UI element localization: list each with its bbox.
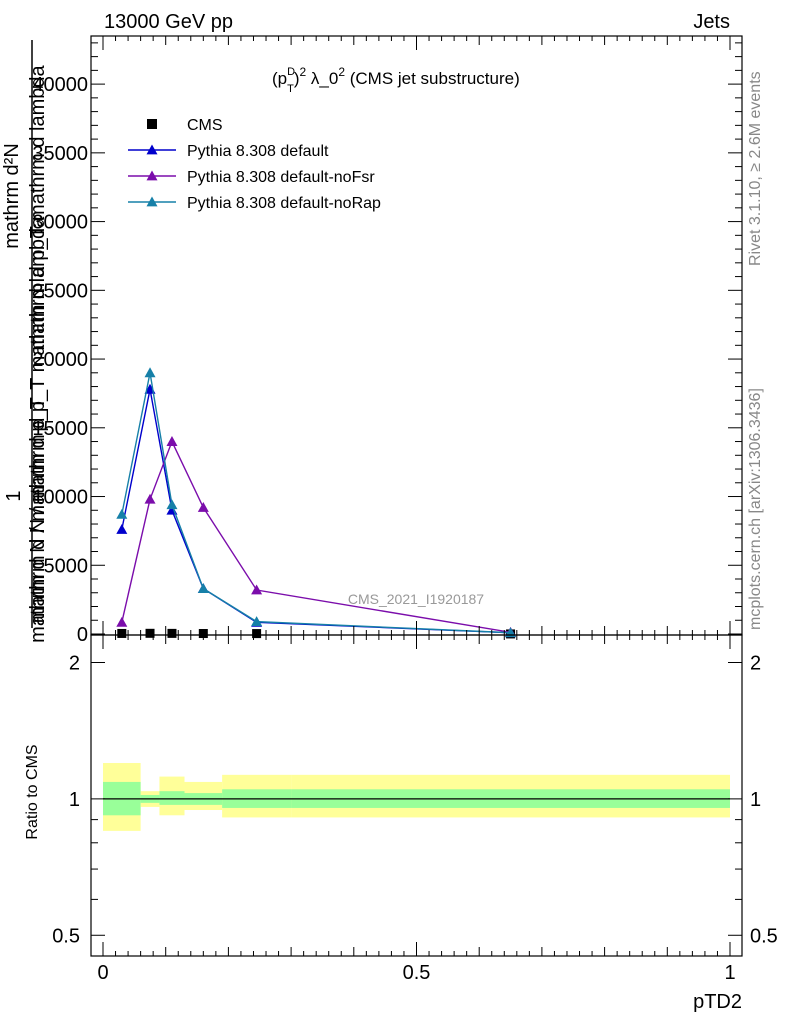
- mcplots-label: mcplots.cern.ch [arXiv:1306.3436]: [747, 388, 764, 630]
- data-point-series-3: [197, 583, 209, 594]
- legend-marker-cms: [147, 119, 157, 129]
- data-point-series-3: [251, 616, 263, 627]
- legend: CMS Pythia 8.308 default Pythia 8.308 defa…: [128, 117, 381, 212]
- ylabel-one: 1: [3, 490, 25, 501]
- data-point-series-1: [116, 524, 128, 534]
- ratio-y-tick-label: 1: [69, 789, 80, 811]
- process-label: Jets: [693, 11, 730, 33]
- main-ylabel: 1 mathrm d²N mathrm d p_T mathrm d lambd…: [1, 40, 49, 643]
- ratio-y-tick-label: 2: [69, 652, 80, 674]
- rivet-label: Rivet 3.1.10, ≥ 2.6M events: [747, 71, 764, 266]
- ratio-y-tick-label-right: 1: [750, 789, 761, 811]
- y-tick-label: 5000: [44, 555, 89, 577]
- ylabel-numerator: mathrm d²N: [1, 143, 23, 249]
- analysis-watermark: CMS_2021_I1920187: [348, 591, 484, 607]
- ratio-y-tick-label-right: 2: [750, 652, 761, 674]
- data-point-series-2: [144, 493, 156, 504]
- data-point-cms: [252, 629, 262, 639]
- legend-marker-2: [146, 170, 158, 181]
- y-tick-label: 35000: [32, 143, 88, 165]
- ratio-y-tick-label: 0.5: [52, 925, 80, 947]
- y-tick-label: 30000: [32, 212, 88, 234]
- legend-marker-3: [146, 196, 158, 207]
- y-tick-label: 20000: [32, 349, 88, 371]
- data-point-series-2: [197, 502, 209, 512]
- data-point-series-2: [116, 616, 128, 627]
- legend-label-2: Pythia 8.308 default-noFsr: [187, 169, 375, 186]
- legend-marker-1: [146, 144, 158, 155]
- data-point-cms: [117, 628, 127, 638]
- legend-label-3: Pythia 8.308 default-noRap: [187, 195, 381, 212]
- plot-title: (pD T)2 λ_02 (CMS jet substructure): [272, 65, 520, 95]
- legend-label-1: Pythia 8.308 default: [187, 143, 329, 160]
- y-tick-label: 15000: [32, 418, 88, 440]
- x-tick-label: 0: [97, 962, 108, 984]
- y-tick-label: 40000: [32, 74, 88, 96]
- ratio-y-tick-label-right: 0.5: [750, 925, 778, 947]
- series-line-3: [121, 372, 511, 634]
- ylabel-denominator-overlay: mathrm d N / mathrm d p_T mathrm d lambd…: [27, 216, 49, 623]
- main-axes: 0 5000 10000 15000 20000 25000 30000 35000 40000: [32, 35, 743, 646]
- y-tick-label: 25000: [32, 280, 88, 302]
- ratio-bands: [103, 763, 730, 831]
- x-tick-label: 1: [724, 962, 735, 984]
- data-point-series-3: [116, 508, 128, 519]
- x-tick-label: 0.5: [403, 962, 431, 984]
- data-point-series-3: [144, 367, 156, 378]
- data-point-series-3: [166, 499, 178, 510]
- series-line-2: [121, 439, 511, 634]
- ylabel-denominator: mathrm d N / mathrm d p_T: [27, 397, 49, 643]
- y-tick-label: 0: [77, 624, 88, 646]
- y-tick-label: 10000: [32, 487, 88, 509]
- ratio-axes: 0 0.5 1 0.5 0.5 1 1 2 2: [52, 634, 778, 984]
- energy-label: 13000 GeV pp: [104, 11, 233, 33]
- data-point-cms: [145, 628, 155, 638]
- data-point-series-2: [166, 436, 178, 446]
- data-point-series-2: [251, 584, 263, 595]
- data-point-cms: [167, 628, 177, 638]
- ratio-band-green: [159, 791, 185, 805]
- ratio-ylabel: Ratio to CMS: [24, 744, 41, 839]
- legend-label-0: CMS: [187, 117, 223, 134]
- x-axis-label: pTD2: [693, 991, 742, 1013]
